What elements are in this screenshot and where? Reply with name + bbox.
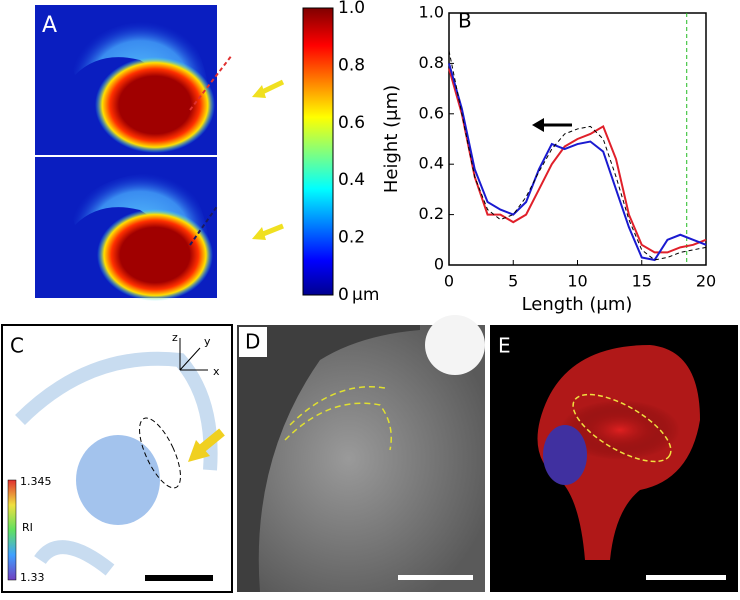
axis-z: z <box>172 331 178 344</box>
x-tick-label: 20 <box>696 272 716 291</box>
scale-bar <box>646 575 726 580</box>
x-tick-label: 0 <box>444 272 454 291</box>
particle <box>425 315 485 375</box>
x-tick-label: 5 <box>508 272 518 291</box>
y-tick-label: 0.2 <box>419 204 444 223</box>
region <box>139 417 181 489</box>
x-axis-label: Length (μm) <box>522 294 633 315</box>
colorbar-tick-label: 0 <box>338 285 349 305</box>
axes-icon <box>179 338 208 371</box>
scale-bar <box>252 283 294 288</box>
nucleus <box>95 57 215 153</box>
colorbar-tick-label: 1.0 <box>338 0 365 18</box>
panel-label: D <box>245 330 260 354</box>
x-tick-label: 10 <box>567 272 587 291</box>
y-axis-label: Height (μm) <box>381 85 402 193</box>
scale-bar <box>398 575 473 580</box>
colorbar <box>7 479 17 581</box>
x-tick-label: 15 <box>632 272 652 291</box>
region <box>572 393 672 463</box>
colorbar-title: RI <box>22 521 33 534</box>
colorbar-unit: μm <box>352 285 379 305</box>
series-line <box>448 68 707 254</box>
cell <box>15 351 218 576</box>
arrow-head <box>188 440 210 462</box>
panel-e: E <box>490 325 738 592</box>
arrow-head <box>252 85 266 98</box>
arrow <box>197 428 225 454</box>
colorbar-tick-label: 0.4 <box>338 170 365 190</box>
panel-a: A 10min 11min 0 0.2 0.4 0.6 0.8 1.0 μm <box>35 0 379 305</box>
panel-d: D <box>237 315 485 592</box>
y-tick-label: 0.4 <box>419 154 444 173</box>
nucleus <box>97 209 213 301</box>
colorbar-tick-label: 0.2 <box>338 228 365 248</box>
y-tick-label: 0.6 <box>419 103 444 122</box>
panel-label: B <box>458 9 472 33</box>
y-tick-label: 0.8 <box>419 53 444 72</box>
series-line <box>448 50 707 261</box>
cell <box>70 21 211 151</box>
panel-c: C z y x 1.345 RI 1.33 <box>1 324 233 593</box>
nucleus <box>76 435 160 525</box>
colorbar-tick-label: 0.6 <box>338 113 365 133</box>
y-tick-label: 1.0 <box>419 3 444 22</box>
background <box>237 325 420 592</box>
scale-bar <box>145 575 213 581</box>
y-tick-label: 0 <box>434 255 444 274</box>
arrow-head <box>532 118 544 132</box>
profile-line <box>189 204 219 246</box>
colorbar-top: 1.345 <box>20 475 52 488</box>
cell-body <box>560 400 680 460</box>
panel-label: A <box>42 13 57 38</box>
axis-x: x <box>213 365 220 378</box>
colorbar <box>302 7 334 296</box>
cell <box>70 173 211 295</box>
series-line <box>448 63 707 262</box>
region <box>284 402 392 451</box>
arrow-head <box>252 227 266 240</box>
region <box>289 386 386 426</box>
time-label: 11min <box>245 175 292 193</box>
axis-y: y <box>204 335 211 348</box>
nucleus <box>543 425 587 485</box>
panel-label: E <box>498 334 511 358</box>
panel-label: C <box>10 334 24 358</box>
label-box <box>239 327 267 357</box>
profile-line <box>189 54 233 111</box>
colorbar-tick-label: 0.8 <box>338 55 365 75</box>
colorbar-bottom: 1.33 <box>20 571 45 584</box>
time-label: 10min <box>245 13 292 31</box>
